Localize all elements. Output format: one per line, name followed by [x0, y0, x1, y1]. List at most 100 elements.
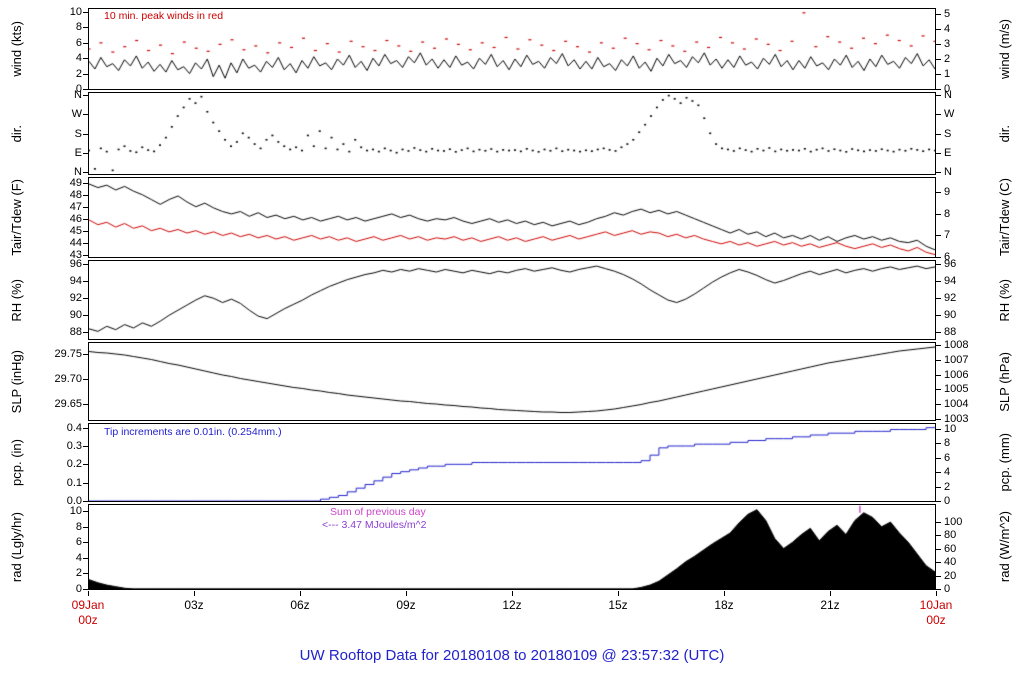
- y-tick-label-right: 1006: [944, 368, 969, 381]
- x-tick-label: 18z: [714, 598, 734, 612]
- panel-temp: [88, 177, 936, 258]
- y-tick-label-left: 0.1: [66, 476, 82, 489]
- y-tick-label-right: 1007: [944, 353, 969, 366]
- y-tick-label-left: 88: [69, 326, 82, 339]
- panel-annotation: 10 min. peak winds in red: [104, 10, 224, 22]
- y-tick-label-left: 29.65: [54, 398, 82, 410]
- y-tick-label-left: N: [74, 88, 82, 101]
- y-tick-label-left: 48: [69, 188, 82, 201]
- x-tick-label: 10Jan: [919, 598, 953, 612]
- axis-title-text: Tair/Tdew (C): [996, 178, 1012, 257]
- y-tick-left: [83, 446, 88, 447]
- y-tick-left: [83, 172, 88, 174]
- axis-title-dir-right: dir.: [994, 92, 1014, 175]
- y-tick-left: [83, 404, 88, 405]
- axis-title-wind-right: wind (m/s): [994, 8, 1014, 90]
- x-tick-label: 00z: [78, 613, 98, 627]
- y-tick-left: [83, 152, 88, 154]
- y-tick-left: [83, 12, 88, 14]
- axis-title-slp-right: SLP (hPa): [994, 342, 1014, 421]
- y-tick-right: [936, 213, 941, 215]
- y-tick-left: [83, 254, 88, 256]
- x-tick-label: 03z: [184, 598, 204, 612]
- y-tick-left: [83, 58, 88, 60]
- y-tick-label-right: 3: [944, 38, 951, 51]
- axis-title-rad-right: rad (W/m^2): [994, 504, 1014, 590]
- y-tick-left: [83, 332, 88, 334]
- y-tick-left: [83, 264, 88, 266]
- y-tick-left: [83, 315, 88, 317]
- y-tick-label-left: 92: [69, 292, 82, 305]
- y-tick-label-left: 4: [75, 52, 82, 65]
- axis-title-text: RH (%): [996, 278, 1012, 322]
- y-tick-left: [83, 573, 88, 575]
- y-tick-left: [83, 206, 88, 208]
- y-tick-label-left: S: [74, 127, 82, 140]
- panel-dir: [88, 92, 936, 175]
- x-tick: [88, 591, 89, 596]
- y-tick-label-left: 29.70: [54, 373, 82, 385]
- axis-title-text: RH (%): [8, 278, 24, 322]
- panel-annotation: Sum of previous day: [330, 506, 426, 518]
- y-tick-left: [83, 511, 88, 513]
- x-tick: [936, 591, 937, 596]
- axis-title-text: wind (kts): [8, 21, 24, 77]
- y-tick-right: [936, 89, 941, 90]
- y-tick-right: [936, 404, 941, 406]
- y-tick-label-left: 45: [69, 224, 82, 237]
- x-tick: [194, 591, 195, 596]
- y-tick-label-left: 0.0: [66, 495, 82, 507]
- y-tick-label-left: 6: [75, 536, 82, 549]
- panel-annotation: <--- 3.47 MJoules/m^2: [322, 519, 427, 531]
- y-tick-right: [936, 589, 941, 590]
- y-tick-label-right: 96: [944, 258, 957, 271]
- y-tick-right: [936, 257, 941, 258]
- x-tick: [618, 591, 619, 596]
- y-tick-right: [936, 315, 941, 317]
- y-tick-right: [936, 298, 941, 300]
- y-tick-label-right: 8: [944, 207, 951, 220]
- y-tick-right: [936, 359, 941, 361]
- y-tick-left: [83, 501, 88, 502]
- axis-title-rh-left: RH (%): [6, 260, 26, 340]
- x-tick-label: 06z: [290, 598, 310, 612]
- y-tick-label-left: 0.2: [66, 458, 82, 471]
- y-tick-left: [83, 89, 88, 90]
- y-tick-left: [83, 27, 88, 29]
- y-tick-right: [936, 94, 941, 96]
- y-tick-right: [936, 192, 941, 194]
- axis-title-slp-left: SLP (inHg): [6, 342, 26, 421]
- y-tick-label-left: 8: [75, 21, 82, 34]
- y-tick-label-right: 8: [944, 437, 951, 450]
- y-tick-right: [936, 59, 941, 61]
- x-tick-label: 00z: [926, 613, 946, 627]
- y-tick-label-right: 1: [944, 68, 951, 81]
- chart-title: UW Rooftop Data for 20180108 to 20180109…: [299, 647, 725, 664]
- y-tick-label-left: 2: [75, 567, 82, 580]
- y-tick-label-right: 20: [944, 569, 957, 582]
- y-tick-left: [83, 230, 88, 232]
- y-tick-left: [83, 354, 88, 355]
- chart-canvas-wind: [89, 9, 935, 89]
- y-tick-label-right: 1005: [944, 383, 969, 396]
- y-tick-left: [83, 298, 88, 300]
- y-tick-label-right: 5: [944, 8, 951, 21]
- y-tick-right: [936, 345, 941, 347]
- y-tick-right: [936, 522, 941, 524]
- y-tick-label-left: 2: [75, 67, 82, 80]
- y-tick-right: [936, 114, 941, 116]
- y-tick-left: [83, 557, 88, 559]
- x-tick: [830, 591, 831, 596]
- panel-slp: [88, 342, 936, 421]
- y-tick-right: [936, 152, 941, 154]
- axis-title-wind-left: wind (kts): [6, 8, 26, 90]
- y-tick-label-left: 29.75: [54, 348, 82, 360]
- axis-title-text: rad (W/m^2): [996, 511, 1012, 583]
- y-tick-label-left: 8: [75, 520, 82, 533]
- y-tick-label-right: 60: [944, 542, 957, 555]
- y-tick-left: [83, 42, 88, 44]
- y-tick-left: [83, 589, 88, 590]
- axis-title-rad-left: rad (Lgly/hr): [6, 504, 26, 590]
- chart-canvas-slp: [89, 343, 935, 420]
- y-tick-left: [83, 133, 88, 135]
